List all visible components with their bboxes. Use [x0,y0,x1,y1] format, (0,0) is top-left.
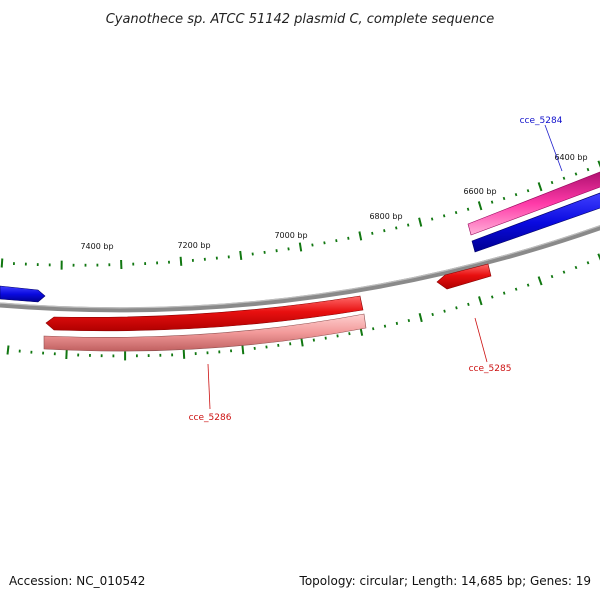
tick-label-6800: 6800 bp [369,212,402,221]
leader-line-cce-5285 [475,318,487,362]
inner-major-tick [184,350,185,359]
outer-minor-tick [456,211,457,214]
outer-minor-tick [564,177,565,180]
outer-minor-tick [516,193,517,196]
inner-minor-tick [468,303,469,306]
outer-minor-tick [396,227,397,230]
inner-major-tick [242,345,243,354]
gene-arrow-blue-left[interactable] [0,286,45,302]
outer-minor-tick [552,181,553,184]
outer-major-tick [181,257,182,266]
outer-minor-tick [324,242,325,245]
inner-minor-tick [409,319,410,322]
outer-minor-tick [312,244,313,247]
outer-major-tick [539,182,542,191]
outer-minor-tick [528,189,529,192]
inner-minor-tick [444,310,445,313]
inner-minor-tick [397,322,398,325]
inner-minor-tick [456,307,457,310]
outer-minor-tick [372,232,373,235]
inner-major-tick [420,313,422,322]
inner-minor-tick [504,292,505,295]
outer-minor-tick [288,248,289,251]
gene-name-cce-5285: cce_5285 [469,364,512,374]
outer-minor-tick [588,168,589,171]
inner-major-tick [539,277,542,286]
inner-minor-tick [337,335,338,338]
gene-name-cce-5286: cce_5286 [189,413,232,423]
tick-label-7000: 7000 bp [274,231,307,240]
tick-label-7400: 7400 bp [80,242,113,251]
inner-minor-tick [373,327,374,330]
accession-text: Accession: NC_010542 [9,574,145,588]
gene-label-cce-5284[interactable]: cce_5284 [520,116,563,171]
inner-minor-tick [552,275,553,278]
outer-minor-tick [492,201,493,204]
inner-minor-tick [576,266,577,269]
inner-minor-tick [349,332,350,335]
gene-label-cce-5286[interactable]: cce_5286 [189,364,232,423]
leader-line-cce-5286 [208,364,210,409]
outer-minor-tick [348,237,349,240]
tick-label-6400: 6400 bp [554,153,587,162]
outer-minor-tick [444,215,445,218]
outer-minor-tick [468,208,469,211]
outer-major-tick [419,218,421,227]
inner-minor-tick [516,288,517,291]
outer-major-tick [479,201,482,210]
gene-label-cce-5285[interactable]: cce_5285 [469,318,512,374]
inner-minor-tick [564,271,565,274]
outer-minor-tick [504,197,505,200]
inner-minor-tick [314,339,315,342]
outer-minor-tick [408,224,409,227]
tick-label-6600: 6600 bp [463,187,496,196]
outer-major-tick [300,243,301,252]
outer-minor-tick [432,218,433,221]
inner-minor-tick [492,296,493,299]
inner-minor-tick [528,284,529,287]
inner-major-tick [8,346,9,355]
outer-major-tick [359,232,361,241]
leader-line-cce-5284 [545,125,562,171]
outer-major-tick [240,251,241,260]
gene-name-cce-5284: cce_5284 [520,116,563,126]
inner-minor-tick [432,313,433,316]
outer-minor-tick [384,229,385,232]
inner-minor-tick [385,325,386,328]
inner-minor-tick [588,262,589,265]
outer-minor-tick [576,173,577,176]
outer-major-tick [2,259,3,268]
map-title: Cyanothece sp. ATCC 51142 plasmid C, com… [106,12,495,27]
outer-minor-tick [336,239,337,242]
inner-major-tick [479,296,482,305]
tick-label-7200: 7200 bp [177,241,210,250]
sequence-summary-text: Topology: circular; Length: 14,685 bp; G… [299,574,591,588]
